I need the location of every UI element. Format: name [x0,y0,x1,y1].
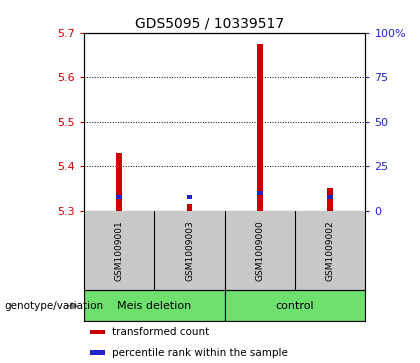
Bar [187,204,192,211]
Text: GSM1009002: GSM1009002 [326,220,335,281]
Bar [89,350,105,355]
Bar [89,330,105,334]
Text: GSM1009001: GSM1009001 [115,220,123,281]
Bar [257,191,262,195]
Bar [116,153,122,211]
Bar [116,195,122,199]
Text: GDS5095 / 10339517: GDS5095 / 10339517 [135,16,285,30]
Text: transformed count: transformed count [112,327,210,337]
Bar [187,195,192,199]
Text: GSM1009003: GSM1009003 [185,220,194,281]
Text: genotype/variation: genotype/variation [4,301,103,311]
Bar [257,44,262,211]
Bar [328,195,333,199]
Text: Meis deletion: Meis deletion [117,301,192,311]
Text: percentile rank within the sample: percentile rank within the sample [112,347,288,358]
Text: control: control [276,301,314,311]
Bar [225,290,365,321]
Bar [84,290,225,321]
Bar [328,188,333,211]
Text: GSM1009000: GSM1009000 [255,220,264,281]
